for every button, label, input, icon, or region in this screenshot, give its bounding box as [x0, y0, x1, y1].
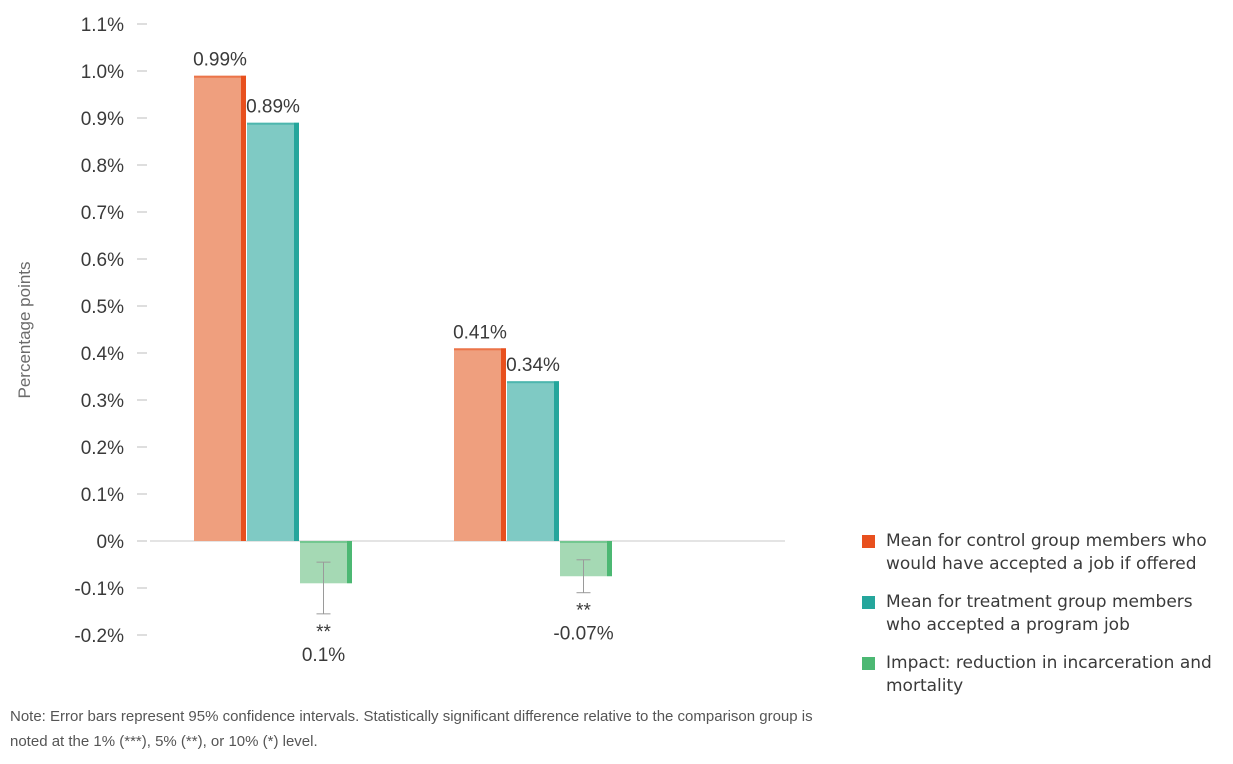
bar-top-edge	[507, 381, 559, 384]
y-tick-label: 0%	[97, 532, 125, 553]
y-tick-label: 0.9%	[81, 109, 124, 130]
legend-item-control: Mean for control group members who would…	[862, 530, 1230, 576]
bar-edge	[501, 348, 506, 541]
bar-top-edge	[194, 75, 246, 78]
data-label: -0.07%	[553, 624, 613, 645]
chart-note: Note: Error bars represent 95% confidenc…	[10, 708, 813, 750]
y-tick-label: 0.7%	[81, 203, 124, 224]
legend-swatch-impact	[862, 657, 875, 670]
y-tick-label: 0.1%	[81, 485, 124, 506]
y-tick-label: 0.2%	[81, 438, 124, 459]
legend: Mean for control group members who would…	[862, 530, 1230, 713]
bar-edge	[294, 122, 299, 541]
data-label: 0.89%	[246, 97, 300, 118]
data-label: 0.41%	[453, 322, 507, 343]
legend-item-treatment: Mean for treatment group members who acc…	[862, 591, 1230, 637]
bar-control-2	[454, 348, 501, 541]
y-tick-label: 0.8%	[81, 156, 124, 177]
y-axis-title: Percentage points	[15, 261, 34, 398]
y-tick-label: 1.1%	[81, 15, 124, 36]
y-tick-label: 0.6%	[81, 250, 124, 271]
bars	[194, 75, 612, 615]
y-tick-label: -0.2%	[74, 626, 124, 647]
significance-label: **	[576, 601, 591, 622]
bar-top-edge	[560, 541, 612, 543]
bar-top-edge	[247, 122, 299, 125]
y-tick-label: 0.5%	[81, 297, 124, 318]
data-label: 0.99%	[193, 50, 247, 71]
bar-treatment-1	[247, 122, 294, 541]
significance-label: **	[316, 622, 331, 643]
bar-top-edge	[454, 348, 506, 351]
bar-edge	[607, 541, 612, 577]
legend-label-impact: Impact: reduction in incarceration and m…	[886, 653, 1212, 696]
y-tick-label: 1.0%	[81, 62, 124, 83]
data-label: 0.1%	[302, 645, 345, 666]
y-tick-label: 0.4%	[81, 344, 124, 365]
data-label: 0.34%	[506, 355, 560, 376]
legend-swatch-treatment	[862, 596, 875, 609]
legend-swatch-control	[862, 535, 875, 548]
bar-edge	[241, 75, 246, 541]
y-tick-label: 0.3%	[81, 391, 124, 412]
legend-label-control: Mean for control group members who would…	[886, 531, 1207, 574]
legend-label-treatment: Mean for treatment group members who acc…	[886, 592, 1193, 635]
y-axis-ticks: 1.1% 1.0% 0.9% 0.8% 0.7% 0.6% 0.5% 0.4% 0.3% 0.2%…	[74, 15, 147, 647]
y-tick-label: -0.1%	[74, 579, 124, 600]
legend-item-impact: Impact: reduction in incarceration and m…	[862, 652, 1230, 698]
bar-top-edge	[300, 541, 352, 543]
bar-treatment-2	[507, 381, 554, 541]
bar-control-1	[194, 75, 241, 541]
bar-edge	[347, 541, 352, 584]
bar-edge	[554, 381, 559, 541]
value-labels: 0.99%0.41%0.89%0.34%**0.1%**-0.07%	[193, 50, 614, 666]
